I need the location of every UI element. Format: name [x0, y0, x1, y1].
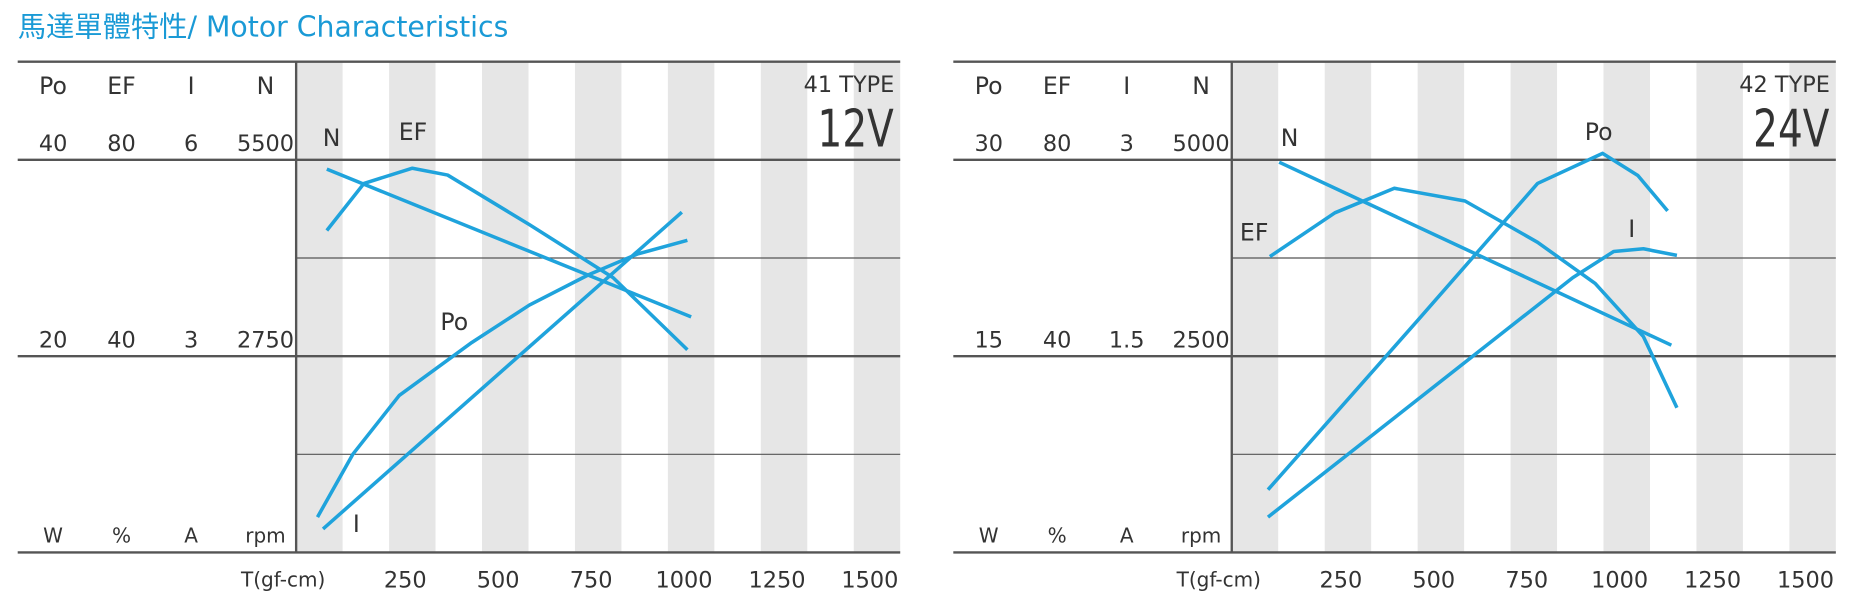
stripe — [482, 61, 529, 553]
series-label: Po — [1585, 118, 1613, 146]
y-tick-label: 5000 — [1173, 131, 1230, 157]
axis-name: I — [1123, 72, 1130, 100]
x-tick-label: 1250 — [1684, 567, 1741, 593]
series-label: I — [353, 510, 360, 538]
voltage-label: 12V — [818, 98, 894, 159]
x-tick-label: 1250 — [748, 567, 805, 593]
x-tick-label: 750 — [1505, 567, 1548, 593]
axis-name: EF — [1043, 72, 1071, 100]
y-tick-label: 3 — [184, 327, 198, 353]
type-label: 41 TYPE — [804, 72, 895, 98]
y-tick-label: 20 — [39, 327, 68, 353]
y-tick-label: 6 — [184, 131, 198, 157]
curve — [325, 166, 689, 352]
page-title: 馬達單體特性/ Motor Characteristics — [18, 11, 509, 44]
stripe — [574, 61, 622, 553]
x-tick-label: 500 — [477, 567, 520, 593]
axis-name: Po — [39, 72, 67, 100]
x-tick-label: 1500 — [841, 567, 898, 593]
y-tick-label: 40 — [107, 327, 136, 353]
axis-unit: W — [43, 524, 63, 548]
x-tick-label: 1500 — [1777, 567, 1834, 593]
voltage-label: 24V — [1753, 98, 1829, 159]
axis-unit: rpm — [1181, 524, 1221, 548]
x-tick-label: 250 — [384, 567, 427, 593]
axis-name: N — [1192, 72, 1210, 100]
axis-unit: rpm — [245, 524, 286, 548]
y-tick-label: 40 — [39, 131, 68, 157]
curve — [1266, 151, 1669, 491]
y-tick-label: 3 — [1120, 131, 1134, 157]
x-axis-label: T(gf-cm) — [240, 567, 325, 591]
axis-name: N — [257, 72, 275, 100]
axis-unit: W — [979, 524, 999, 548]
series-label: EF — [399, 118, 427, 146]
x-tick-label: 1000 — [1591, 567, 1648, 593]
y-tick-label: 30 — [974, 131, 1003, 157]
x-tick-label: 750 — [570, 567, 613, 593]
x-tick-label: 250 — [1319, 567, 1362, 593]
axis-unit: A — [184, 524, 198, 548]
y-tick-label: 15 — [974, 327, 1003, 353]
y-tick-label: 5500 — [237, 131, 294, 157]
axis-name: EF — [107, 72, 135, 100]
y-tick-label: 2500 — [1173, 327, 1230, 353]
stripe — [667, 61, 715, 553]
series-label: I — [1628, 215, 1635, 243]
series-label: N — [1281, 124, 1299, 152]
axis-name: Po — [975, 72, 1003, 100]
y-tick-label: 40 — [1043, 327, 1072, 353]
x-tick-label: 500 — [1412, 567, 1455, 593]
type-label: 42 TYPE — [1739, 72, 1830, 98]
y-tick-label: 1.5 — [1109, 327, 1145, 353]
series-label: Po — [440, 308, 468, 336]
y-tick-label: 80 — [1043, 131, 1072, 157]
stripe — [1324, 61, 1372, 553]
series-label: N — [323, 124, 341, 152]
axis-unit: A — [1120, 524, 1134, 548]
curve — [1266, 247, 1678, 519]
stripe — [760, 61, 808, 553]
stripe — [389, 61, 436, 553]
curve — [321, 210, 684, 531]
axis-name: I — [188, 72, 195, 100]
stripe — [1417, 61, 1465, 553]
series-label: EF — [1240, 218, 1268, 246]
y-tick-label: 2750 — [237, 327, 294, 353]
stripe — [1789, 61, 1836, 553]
axis-unit: % — [112, 524, 131, 548]
stripe — [1696, 61, 1743, 553]
stripe — [1231, 61, 1279, 553]
axis-unit: % — [1048, 524, 1067, 548]
curve — [1268, 186, 1679, 409]
stripe — [853, 61, 901, 553]
x-axis-label: T(gf-cm) — [1176, 567, 1261, 591]
x-tick-label: 1000 — [656, 567, 713, 593]
y-tick-label: 80 — [107, 131, 136, 157]
stripe — [1603, 61, 1650, 553]
stripe — [296, 61, 343, 553]
